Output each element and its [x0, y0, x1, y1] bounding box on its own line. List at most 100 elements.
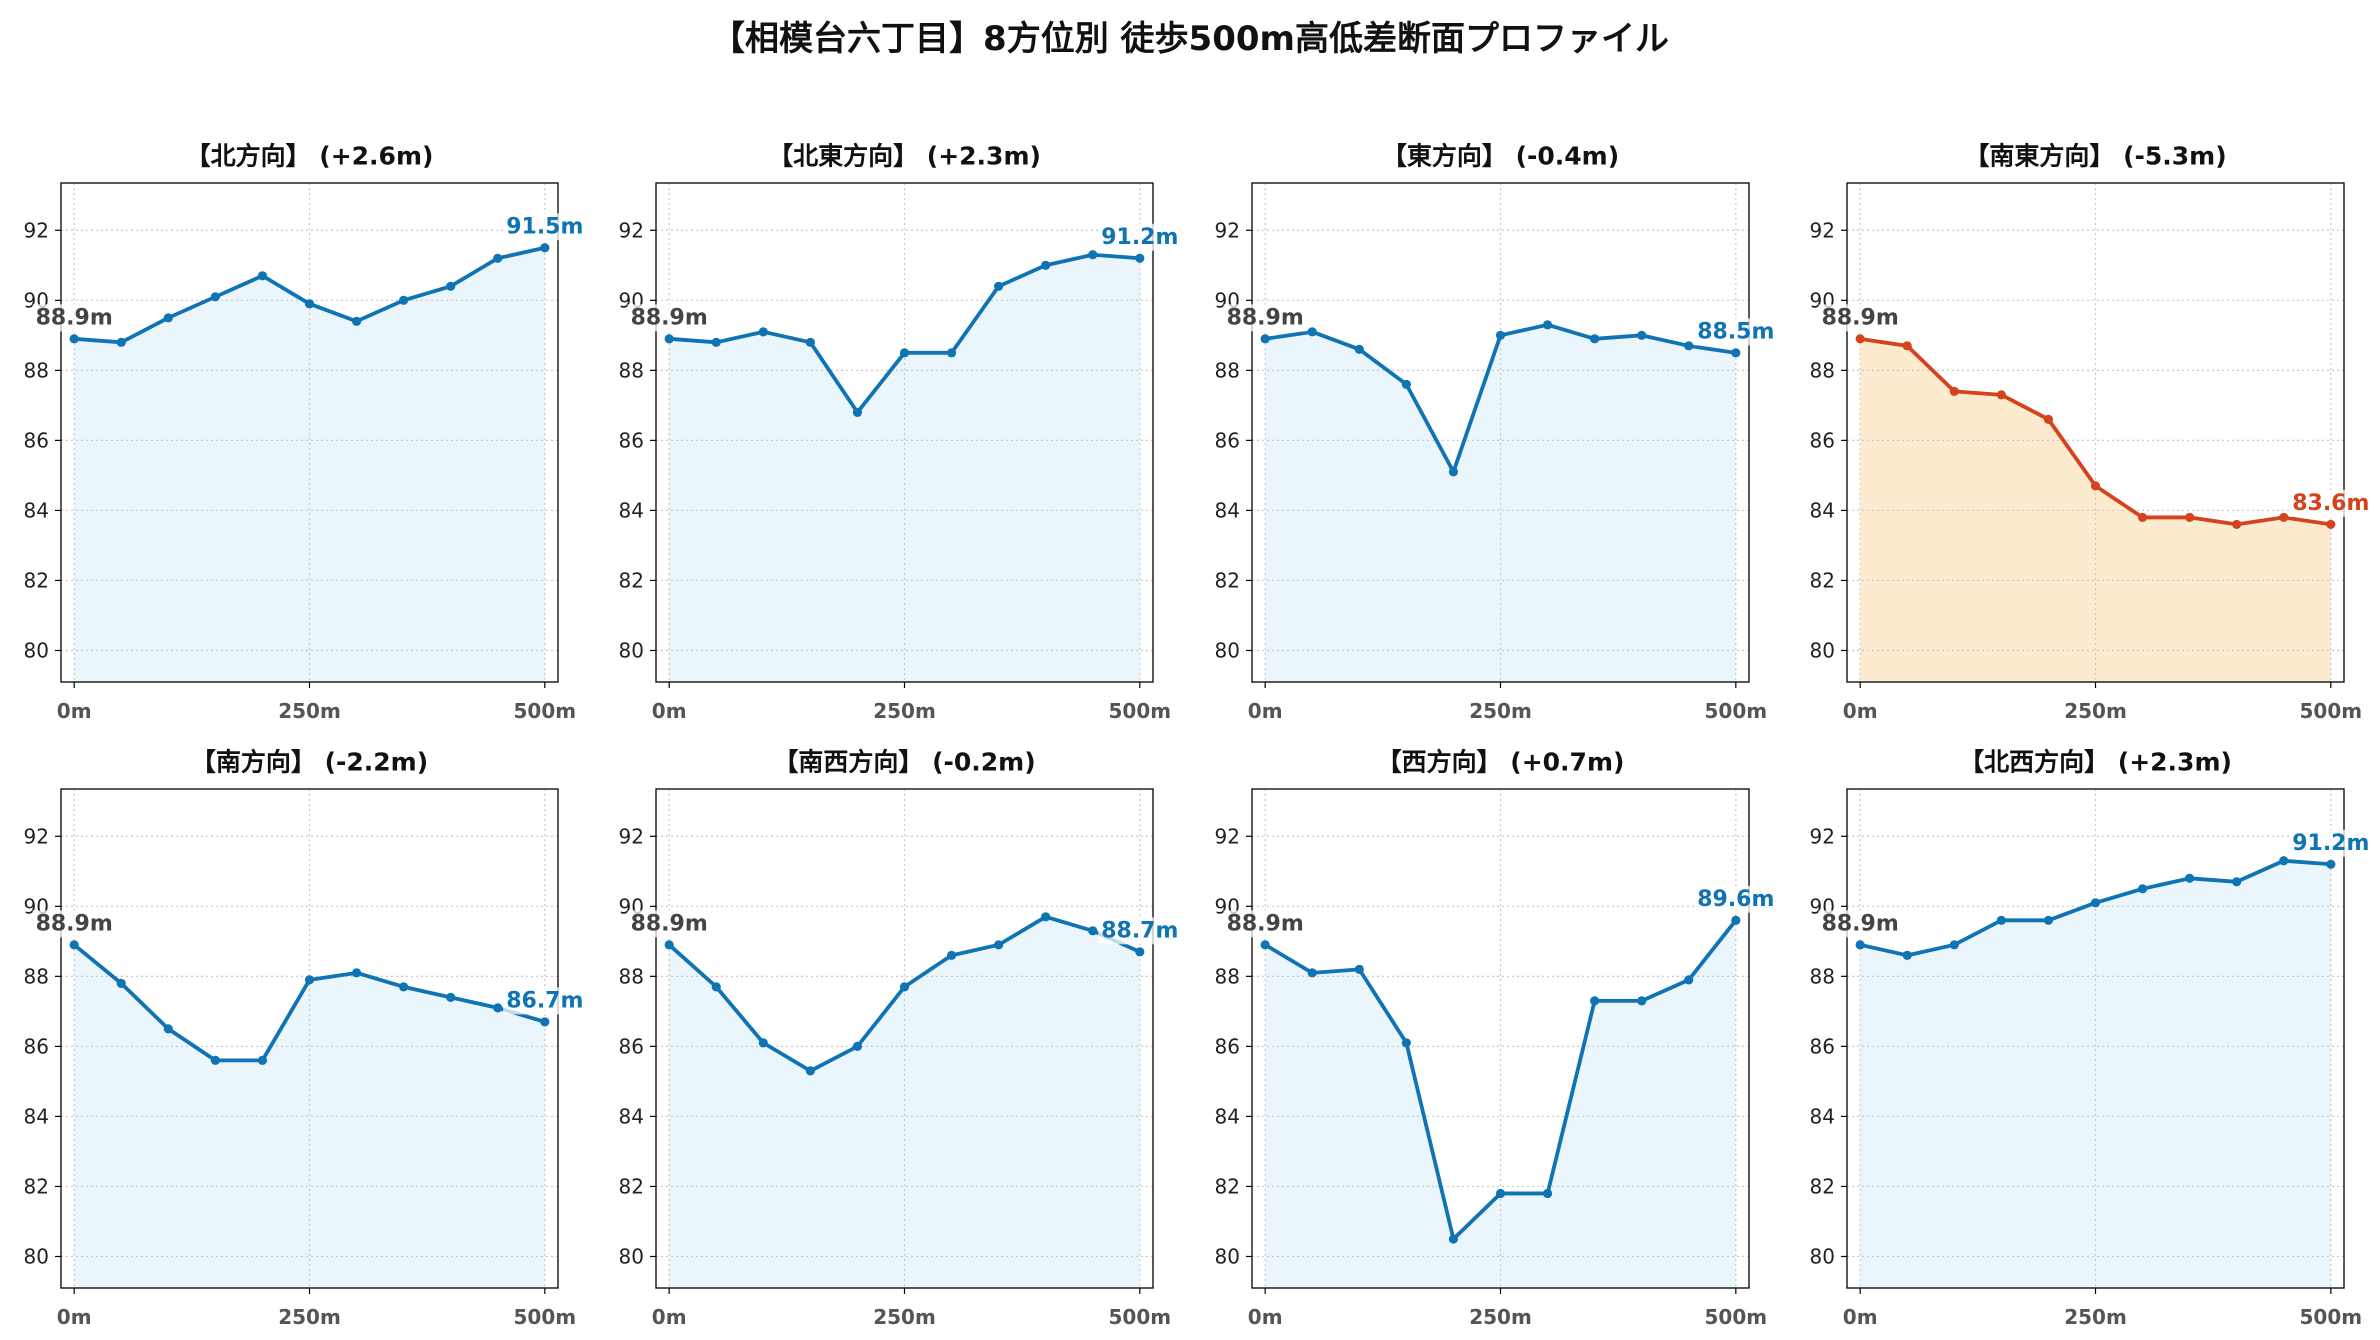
start-label-background — [1223, 304, 1307, 332]
data-point-2 — [711, 337, 721, 347]
data-point-6 — [1495, 1188, 1506, 1199]
data-point-8 — [994, 281, 1004, 291]
x-tick-label: 250m — [873, 699, 936, 723]
data-point-5 — [1448, 1234, 1459, 1244]
y-tick-label: 80 — [1215, 1244, 1240, 1268]
data-point-3 — [1354, 964, 1364, 974]
data-point-1 — [1855, 334, 1865, 344]
elevation-area-fill — [1860, 338, 2331, 682]
start-label-background — [627, 304, 711, 332]
elevation-area-fill — [1265, 920, 1736, 1288]
data-point-1 — [664, 940, 674, 950]
data-point-2 — [116, 337, 126, 347]
data-point-1 — [69, 334, 79, 344]
data-point-2 — [1902, 341, 1912, 351]
start-elevation-annotation: 88.9m — [32, 910, 116, 938]
data-point-11 — [2326, 519, 2336, 530]
start-label-background — [32, 304, 116, 332]
end-label-background — [1098, 917, 1182, 945]
data-point-11 — [2326, 859, 2336, 869]
y-tick-label: 92 — [1810, 824, 1835, 848]
y-tick-label: 88 — [1810, 964, 1835, 988]
y-tick-label: 80 — [1810, 638, 1835, 662]
y-tick-label: 80 — [24, 638, 49, 662]
y-tick-label: 92 — [24, 218, 49, 242]
figure-title: 【相模台六丁目】8方位別 徒歩500m高低差断面プロファイル — [711, 19, 1669, 59]
data-point-10 — [493, 1003, 503, 1013]
end-elevation-label: 88.5m — [1697, 319, 1774, 344]
start-elevation-annotation: 88.9m — [1818, 304, 1902, 332]
data-point-11 — [1731, 915, 1741, 925]
y-tick-label: 88 — [619, 964, 644, 988]
subplot-title: 【南方向】 (-2.2m) — [191, 748, 428, 777]
start-elevation-label: 88.9m — [631, 911, 708, 936]
data-point-5 — [852, 407, 863, 417]
x-tick-label: 500m — [514, 699, 577, 723]
start-elevation-annotation: 88.9m — [32, 304, 116, 332]
data-point-1 — [1855, 940, 1865, 950]
x-tick-label: 250m — [2064, 1305, 2127, 1329]
data-point-1 — [1260, 940, 1270, 950]
y-tick-label: 86 — [24, 428, 49, 452]
data-point-2 — [1307, 327, 1317, 337]
end-label-background — [1694, 318, 1778, 346]
data-point-7 — [351, 316, 362, 326]
end-elevation-label: 91.2m — [2292, 831, 2369, 856]
end-elevation-label: 91.5m — [506, 214, 583, 239]
data-point-2 — [116, 978, 126, 988]
y-tick-label: 82 — [1810, 568, 1835, 592]
data-point-11 — [1135, 947, 1145, 957]
start-elevation-annotation: 88.9m — [627, 304, 711, 332]
end-elevation-label: 86.7m — [506, 988, 583, 1013]
y-tick-label: 84 — [24, 498, 49, 522]
y-tick-label: 92 — [24, 824, 49, 848]
end-elevation-label: 83.6m — [2292, 491, 2369, 516]
y-tick-label: 82 — [1215, 1174, 1240, 1198]
subplot-title: 【東方向】 (-0.4m) — [1382, 142, 1619, 171]
data-point-4 — [1996, 915, 2006, 925]
data-point-7 — [1542, 320, 1553, 330]
start-elevation-annotation: 88.9m — [627, 910, 711, 938]
data-point-9 — [1637, 996, 1647, 1006]
subplot-title: 【南西方向】 (-0.2m) — [773, 748, 1035, 777]
y-tick-label: 86 — [24, 1034, 49, 1058]
x-tick-label: 0m — [57, 699, 92, 723]
x-tick-label: 500m — [1705, 699, 1768, 723]
elevation-area-fill — [74, 944, 545, 1288]
y-tick-label: 86 — [1215, 428, 1240, 452]
y-tick-label: 86 — [619, 428, 644, 452]
start-elevation-annotation: 88.9m — [1223, 304, 1307, 332]
data-point-8 — [399, 295, 409, 305]
data-point-10 — [2279, 512, 2289, 523]
end-label-background — [1694, 885, 1778, 913]
start-label-background — [1818, 910, 1902, 938]
y-tick-label: 92 — [1215, 218, 1240, 242]
data-point-1 — [1260, 334, 1270, 344]
start-label-background — [32, 910, 116, 938]
y-tick-label: 80 — [619, 638, 644, 662]
x-tick-label: 250m — [1469, 699, 1532, 723]
x-tick-label: 500m — [1109, 1305, 1172, 1329]
data-point-4 — [1401, 379, 1411, 389]
data-point-4 — [1996, 390, 2006, 400]
data-point-3 — [758, 1038, 768, 1048]
end-elevation-label: 91.2m — [1101, 225, 1178, 250]
x-tick-label: 0m — [1248, 699, 1283, 723]
end-elevation-annotation: 83.6m — [2289, 489, 2373, 517]
y-tick-label: 84 — [619, 1104, 644, 1128]
y-tick-label: 88 — [1810, 358, 1835, 382]
elevation-area-fill — [669, 916, 1140, 1288]
data-point-1 — [664, 334, 674, 344]
data-point-7 — [1542, 1188, 1553, 1199]
y-tick-label: 84 — [1215, 498, 1240, 522]
data-point-9 — [446, 281, 456, 291]
y-tick-label: 84 — [619, 498, 644, 522]
start-elevation-label: 88.9m — [36, 911, 113, 936]
start-elevation-label: 88.9m — [1822, 305, 1899, 330]
y-tick-label: 86 — [1215, 1034, 1240, 1058]
